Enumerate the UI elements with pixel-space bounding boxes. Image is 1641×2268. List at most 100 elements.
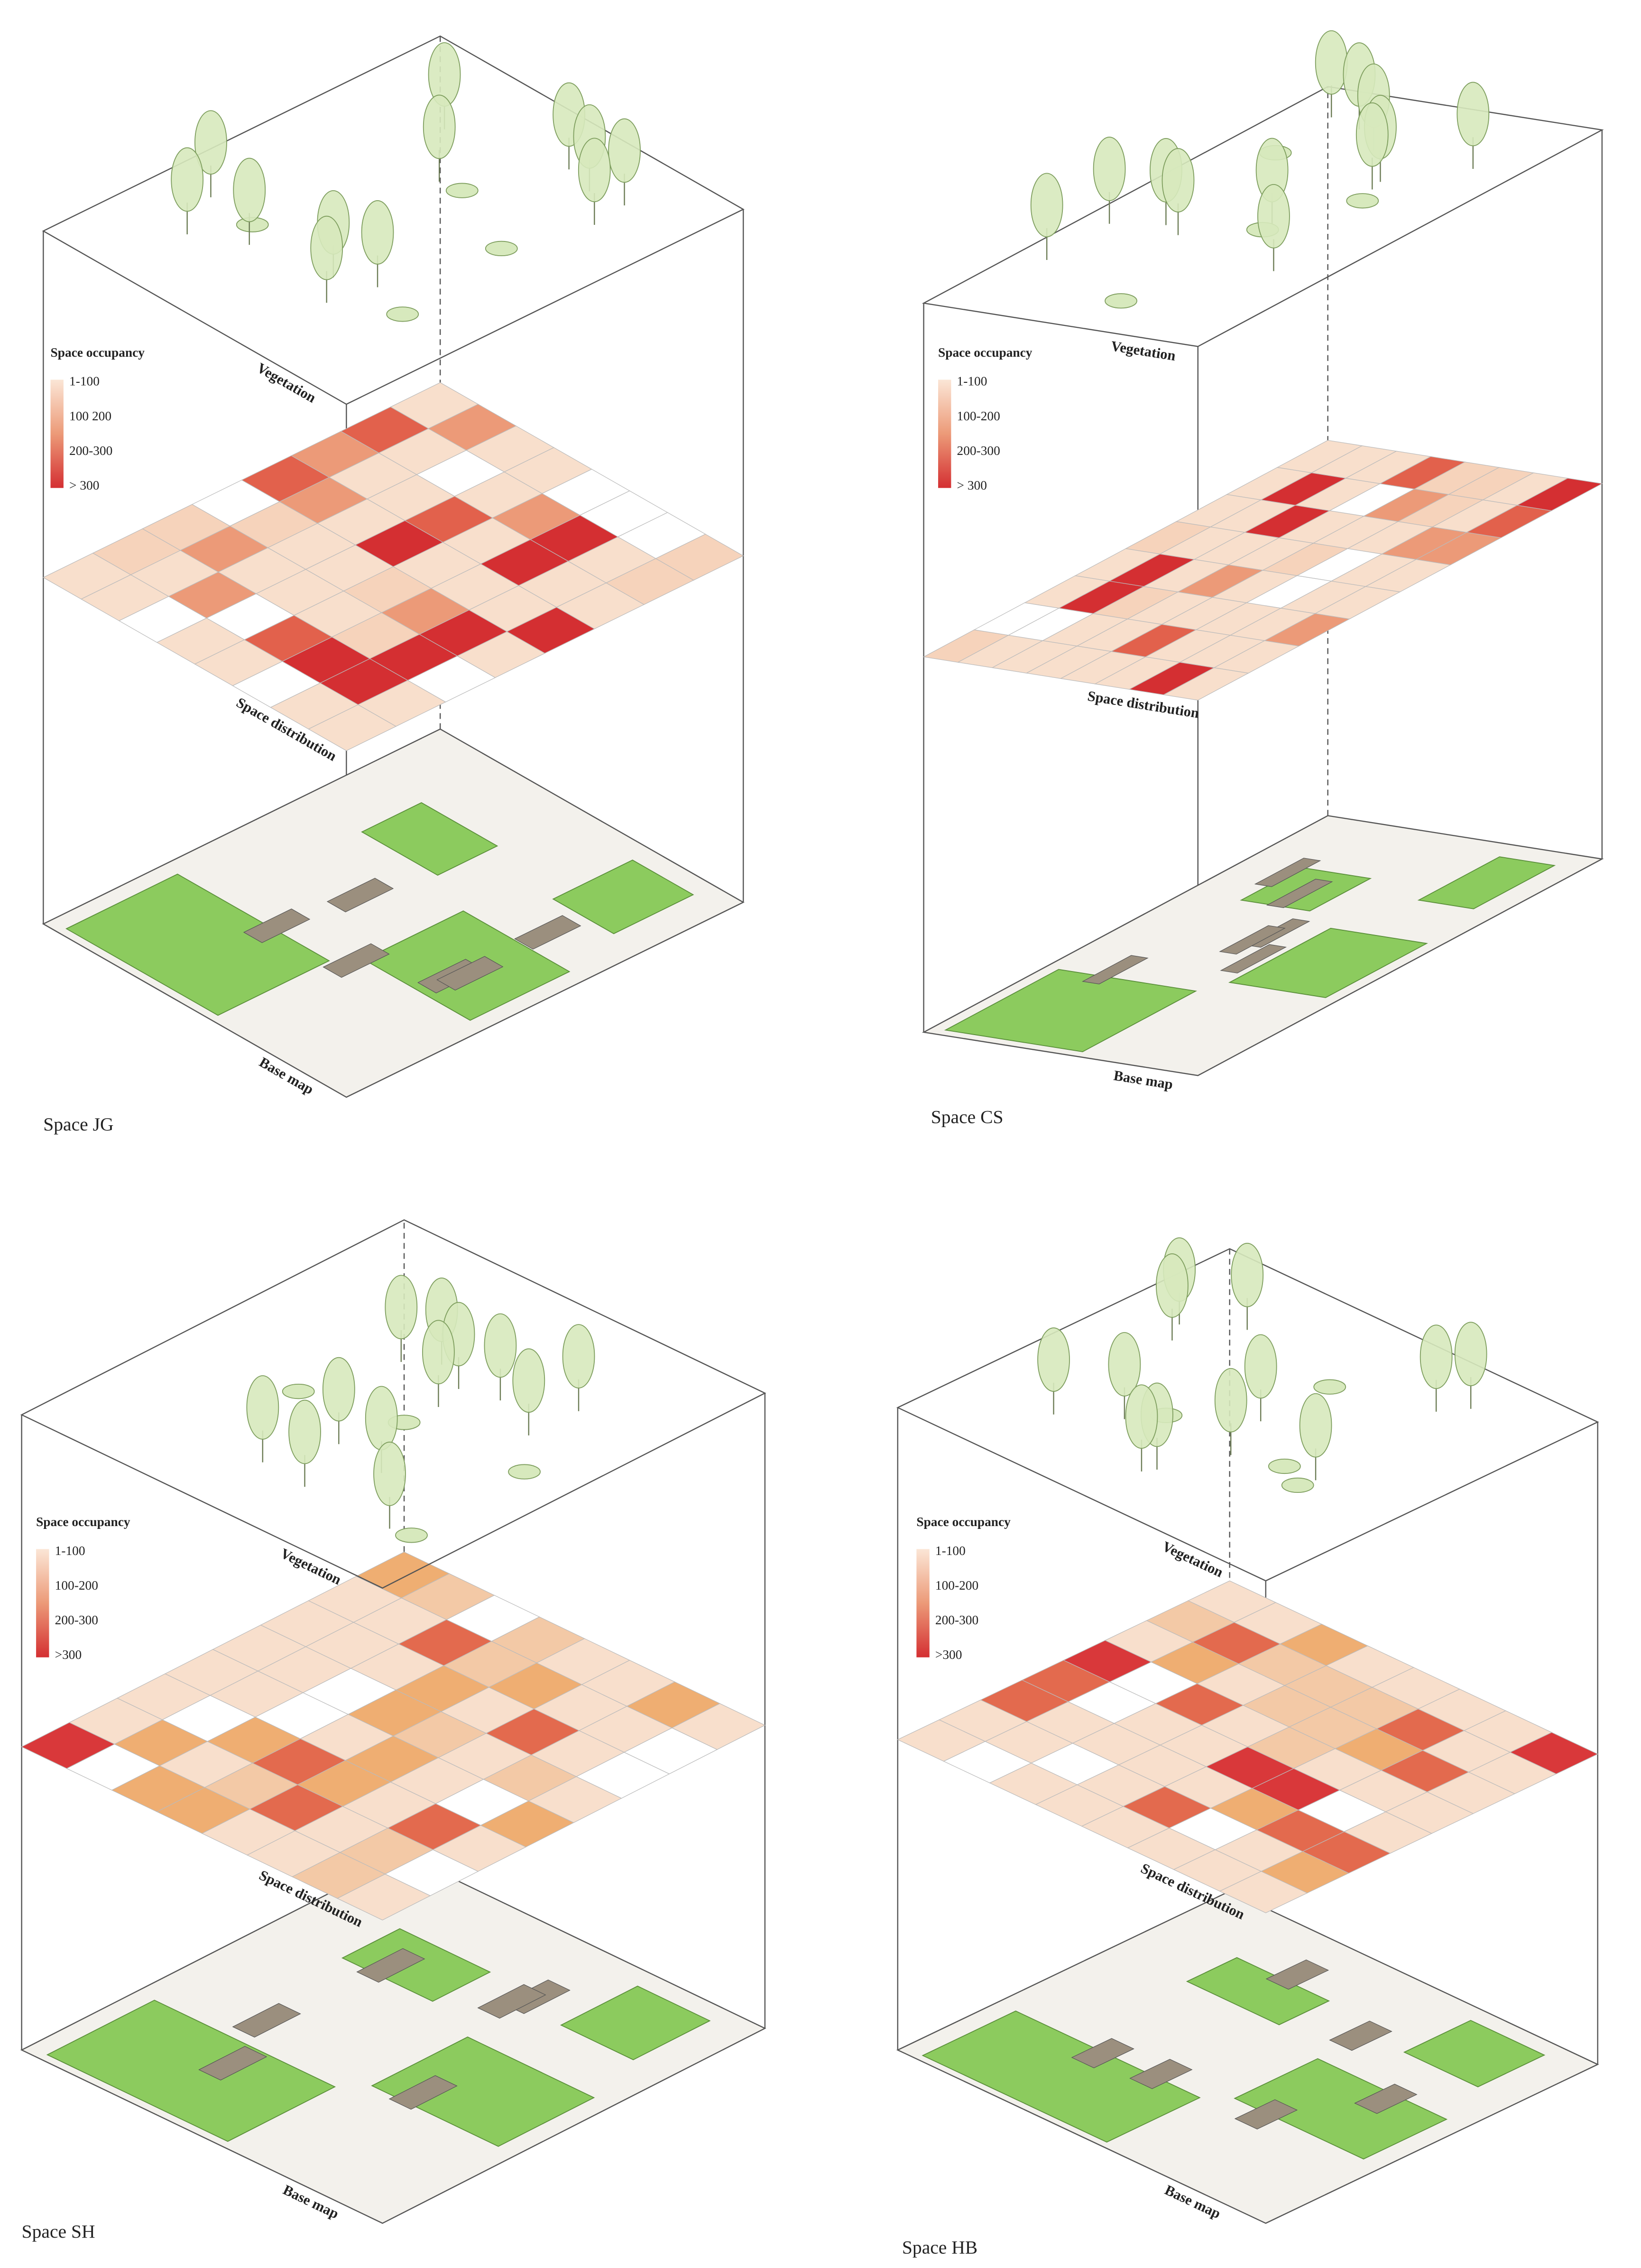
green-area (371, 2037, 595, 2147)
legend-title: Space occupancy (916, 1515, 1011, 1529)
legend-title: Space occupancy (51, 345, 145, 360)
tree (1457, 82, 1490, 147)
tree (310, 215, 343, 280)
panel-title: Space HB (902, 2237, 977, 2258)
green-area (552, 860, 694, 935)
panel-title: Space JG (43, 1114, 113, 1135)
tree (361, 200, 394, 265)
tree (246, 1375, 279, 1440)
tree (1454, 1322, 1487, 1387)
structure (1220, 944, 1287, 973)
legend-item: 200-300 (69, 444, 112, 458)
structure (356, 1948, 425, 1983)
tree (1030, 173, 1063, 238)
legend-item: 100-200 (55, 1578, 98, 1592)
shrub (1105, 293, 1137, 309)
shrub (445, 183, 479, 198)
panel-title: Space SH (22, 2221, 95, 2242)
tree (578, 138, 611, 203)
legend-bar (938, 380, 951, 488)
tree (1244, 1334, 1277, 1399)
legend-item: > 300 (69, 478, 99, 492)
tree (1125, 1384, 1158, 1449)
structure (1081, 955, 1149, 984)
vegetation-plane (20, 1219, 766, 1589)
tree (365, 1386, 398, 1451)
legend-item: 1-100 (55, 1544, 85, 1558)
legend-bar (50, 380, 64, 488)
structure (1234, 2099, 1298, 2129)
structure (243, 908, 311, 943)
structure (198, 2046, 267, 2081)
structure (1254, 858, 1321, 887)
tree (1315, 30, 1348, 95)
tree (608, 118, 641, 183)
panel-title: Space CS (931, 1107, 1004, 1128)
legend-item: 1-100 (935, 1544, 966, 1558)
tree (1093, 137, 1126, 201)
shrub (395, 1527, 428, 1543)
vegetation-plane (922, 86, 1604, 347)
structure (1129, 2059, 1193, 2089)
legend-item: 1-100 (69, 374, 100, 389)
structure (436, 956, 504, 991)
structure (1071, 2038, 1134, 2068)
shrub (1268, 1458, 1301, 1474)
legend-title: Space occupancy (36, 1515, 130, 1529)
layer-label: Vegetation (1160, 1538, 1226, 1580)
tree (423, 94, 456, 159)
legend-bar (916, 1549, 930, 1657)
legend-item: 100-200 (957, 409, 1000, 423)
green-area (1186, 1957, 1330, 2026)
tree (385, 1275, 418, 1340)
layer-label: Vegetation (278, 1545, 344, 1588)
tree (1231, 1242, 1264, 1307)
green-area (361, 802, 498, 876)
structure (1354, 2083, 1418, 2114)
green-area (1403, 2020, 1546, 2088)
shrub (1313, 1379, 1346, 1395)
green-area (944, 969, 1198, 1052)
grid-cell (1516, 478, 1603, 511)
tree (1214, 1368, 1247, 1433)
tree (322, 1357, 355, 1422)
legend-item: > 300 (957, 478, 987, 492)
shrub (1346, 193, 1379, 209)
tree (1257, 184, 1290, 249)
tree (1108, 1332, 1141, 1397)
legend-item: >300 (935, 1648, 962, 1662)
green-area (1234, 2058, 1448, 2160)
tree (1037, 1327, 1070, 1392)
structure (1265, 1959, 1329, 1990)
legend-item: 100-200 (935, 1578, 978, 1592)
structure (326, 878, 394, 913)
layer-label: Base map (1113, 1067, 1174, 1092)
tree (422, 1320, 455, 1385)
tree (512, 1348, 545, 1413)
legend-item: 200-300 (957, 444, 1000, 458)
green-area (1228, 927, 1428, 998)
tree (1355, 102, 1389, 167)
tree (562, 1324, 595, 1389)
tree (373, 1442, 406, 1506)
shrub (386, 306, 419, 322)
base-plane (896, 1890, 1599, 2224)
vegetation-plane (896, 1248, 1599, 1582)
grid-cell (655, 534, 744, 581)
vegetation-plane (42, 35, 745, 405)
green-area (560, 1985, 711, 2061)
legend-item: >300 (55, 1648, 82, 1662)
tree (233, 157, 266, 222)
structure (477, 1984, 546, 2019)
tree (171, 147, 204, 212)
green-area (46, 2000, 336, 2142)
shrub (1281, 1477, 1314, 1493)
green-area (65, 873, 330, 1016)
structure (1219, 925, 1286, 955)
legend-item: 200-300 (935, 1613, 978, 1627)
